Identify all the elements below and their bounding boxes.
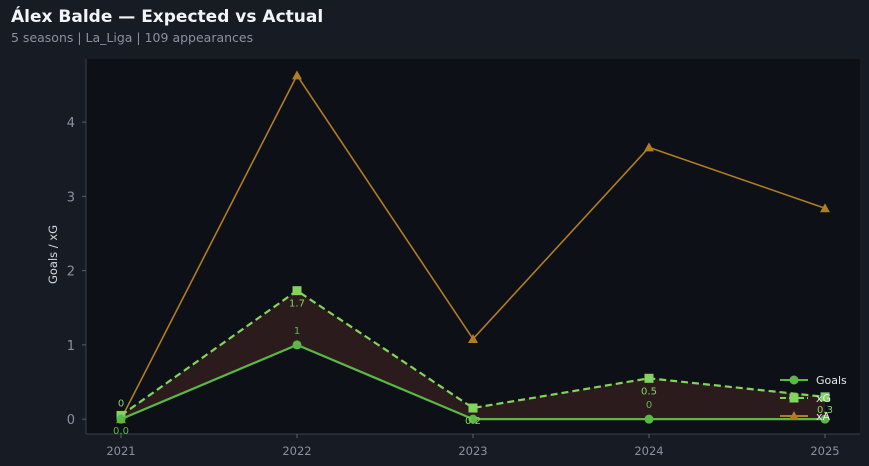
xg-point bbox=[468, 403, 478, 413]
x-tick-label: 2021 bbox=[106, 444, 135, 458]
legend-label-xa: xA bbox=[816, 410, 831, 423]
series-line-xg bbox=[120, 289, 826, 417]
xg-point bbox=[820, 392, 830, 402]
y-axis-label: Goals / xG bbox=[46, 225, 60, 284]
xa-point bbox=[644, 142, 654, 152]
page-title: Álex Balde — Expected vs Actual bbox=[11, 7, 324, 27]
xg-data-label: 0.5 bbox=[641, 386, 657, 397]
goals-point bbox=[468, 414, 478, 424]
y-tick-label: 0 bbox=[67, 413, 75, 428]
xg-point bbox=[644, 373, 654, 383]
goals-point bbox=[820, 414, 830, 424]
xg-data-label: 0 bbox=[118, 398, 124, 409]
xg-data-label: 0.2 bbox=[465, 416, 481, 427]
x-tick-label: 2022 bbox=[282, 444, 311, 458]
legend-label-goals: Goals bbox=[816, 374, 847, 387]
goals-point bbox=[292, 340, 302, 350]
x-tick-label: 2023 bbox=[458, 444, 487, 458]
y-tick-label: 1 bbox=[67, 339, 75, 354]
x-tick-label: 2025 bbox=[810, 444, 839, 458]
y-tick-label: 3 bbox=[67, 190, 75, 205]
goals-data-label: 0.0 bbox=[113, 426, 129, 437]
xa-point bbox=[468, 333, 478, 343]
legend-marker-xa bbox=[789, 411, 799, 420]
goals-point bbox=[644, 414, 654, 424]
xg-goals-gap-area bbox=[121, 290, 825, 420]
legend-marker-xg bbox=[789, 393, 799, 403]
xa-point bbox=[820, 203, 830, 213]
legend-marker-goals bbox=[789, 375, 799, 385]
goals-point bbox=[116, 414, 126, 424]
xg-data-label: 1.7 bbox=[289, 299, 305, 310]
xg-point bbox=[292, 286, 302, 296]
y-tick-label: 2 bbox=[67, 265, 75, 280]
x-tick-label: 2024 bbox=[634, 444, 663, 458]
xg-data-label: 0.3 bbox=[817, 405, 833, 416]
xa-point bbox=[292, 70, 302, 80]
legend-label-xg: xG bbox=[816, 392, 831, 405]
goals-data-label: 0 bbox=[646, 400, 652, 411]
y-tick-label: 4 bbox=[67, 116, 75, 131]
page-subtitle: 5 seasons | La_Liga | 109 appearances bbox=[11, 30, 254, 45]
goals-data-label: 1 bbox=[294, 326, 300, 337]
